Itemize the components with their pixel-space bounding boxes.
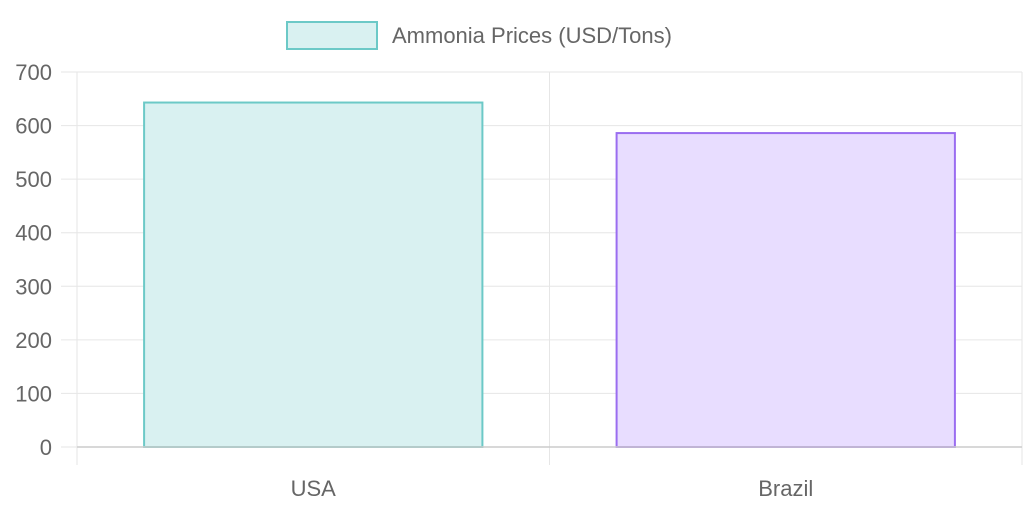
y-tick-label: 600 — [15, 114, 52, 139]
axes: 0 100 200 300 400 500 600 700 USA Brazil — [15, 60, 1022, 501]
legend-swatch[interactable] — [286, 21, 378, 50]
y-tick-label: 200 — [15, 328, 52, 353]
x-tick-label: Brazil — [758, 476, 813, 501]
legend: Ammonia Prices (USD/Tons) — [286, 21, 672, 50]
legend-label[interactable]: Ammonia Prices (USD/Tons) — [392, 23, 672, 48]
y-tick-label: 700 — [15, 60, 52, 85]
bars — [143, 101, 956, 449]
bar-usa[interactable] — [143, 101, 484, 449]
y-tick-label: 300 — [15, 274, 52, 299]
bar-brazil[interactable] — [615, 132, 956, 448]
y-tick-label: 0 — [40, 435, 52, 460]
y-tick-label: 400 — [15, 221, 52, 246]
y-tick-label: 100 — [15, 381, 52, 406]
y-tick-label: 500 — [15, 167, 52, 192]
x-tick-label: USA — [291, 476, 337, 501]
